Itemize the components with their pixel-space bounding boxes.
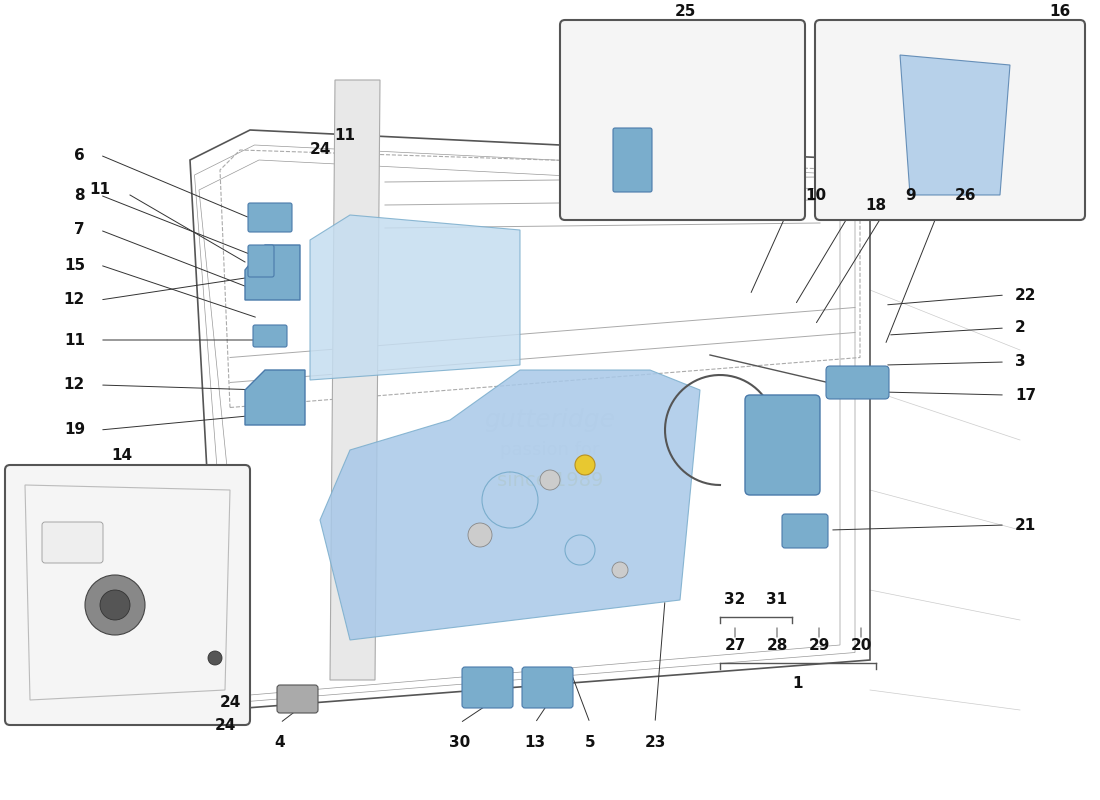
Circle shape: [575, 455, 595, 475]
Text: 27: 27: [724, 638, 746, 653]
FancyBboxPatch shape: [253, 325, 287, 347]
Text: 22: 22: [1015, 287, 1036, 302]
Text: 11: 11: [64, 333, 85, 347]
FancyBboxPatch shape: [826, 366, 889, 399]
Text: 13: 13: [525, 735, 546, 750]
Text: 9: 9: [905, 187, 915, 202]
Polygon shape: [900, 55, 1010, 195]
Text: 12: 12: [64, 378, 85, 393]
Text: 28: 28: [767, 638, 788, 653]
Circle shape: [612, 562, 628, 578]
Text: 24: 24: [309, 142, 331, 158]
Text: 5: 5: [585, 735, 595, 750]
Circle shape: [100, 590, 130, 620]
Text: 2: 2: [1015, 321, 1025, 335]
FancyBboxPatch shape: [248, 245, 274, 277]
Text: 11: 11: [334, 127, 355, 142]
Polygon shape: [310, 215, 520, 380]
Polygon shape: [245, 370, 305, 425]
Text: passion for: passion for: [500, 441, 600, 459]
Polygon shape: [330, 80, 380, 680]
Text: 8: 8: [75, 187, 85, 202]
Text: 19: 19: [64, 422, 85, 438]
Text: 15: 15: [64, 258, 85, 273]
Text: 1: 1: [793, 675, 803, 690]
Circle shape: [468, 523, 492, 547]
Text: 18: 18: [865, 198, 887, 213]
Text: 7: 7: [75, 222, 85, 238]
Polygon shape: [320, 370, 700, 640]
Text: 20: 20: [850, 638, 871, 653]
FancyBboxPatch shape: [522, 667, 573, 708]
Text: 11: 11: [89, 182, 110, 198]
Circle shape: [208, 651, 222, 665]
FancyBboxPatch shape: [613, 128, 652, 192]
Text: 24: 24: [214, 718, 235, 733]
Text: 3: 3: [1015, 354, 1025, 370]
Text: 14: 14: [111, 447, 133, 462]
Text: since 1989: since 1989: [497, 470, 603, 490]
Text: 32: 32: [724, 593, 746, 607]
Circle shape: [540, 470, 560, 490]
FancyBboxPatch shape: [6, 465, 250, 725]
Text: 6: 6: [75, 147, 85, 162]
FancyBboxPatch shape: [560, 20, 805, 220]
Text: 10: 10: [805, 187, 826, 202]
Text: 12: 12: [64, 293, 85, 307]
FancyBboxPatch shape: [277, 685, 318, 713]
Text: 25: 25: [674, 5, 695, 19]
Text: 26: 26: [955, 187, 977, 202]
Text: 21: 21: [1015, 518, 1036, 533]
Text: 4: 4: [275, 735, 285, 750]
Text: 31: 31: [767, 593, 788, 607]
Circle shape: [85, 575, 145, 635]
Text: 23: 23: [645, 735, 665, 750]
FancyBboxPatch shape: [815, 20, 1085, 220]
Text: 24: 24: [219, 695, 241, 710]
FancyBboxPatch shape: [248, 203, 292, 232]
Text: 17: 17: [1015, 387, 1036, 402]
Text: 30: 30: [450, 735, 471, 750]
Polygon shape: [245, 245, 300, 300]
FancyBboxPatch shape: [782, 514, 828, 548]
FancyBboxPatch shape: [745, 395, 820, 495]
Text: gutteridge: gutteridge: [484, 408, 616, 432]
FancyBboxPatch shape: [42, 522, 103, 563]
Text: 29: 29: [808, 638, 829, 653]
FancyBboxPatch shape: [462, 667, 513, 708]
Text: 16: 16: [1049, 5, 1070, 19]
